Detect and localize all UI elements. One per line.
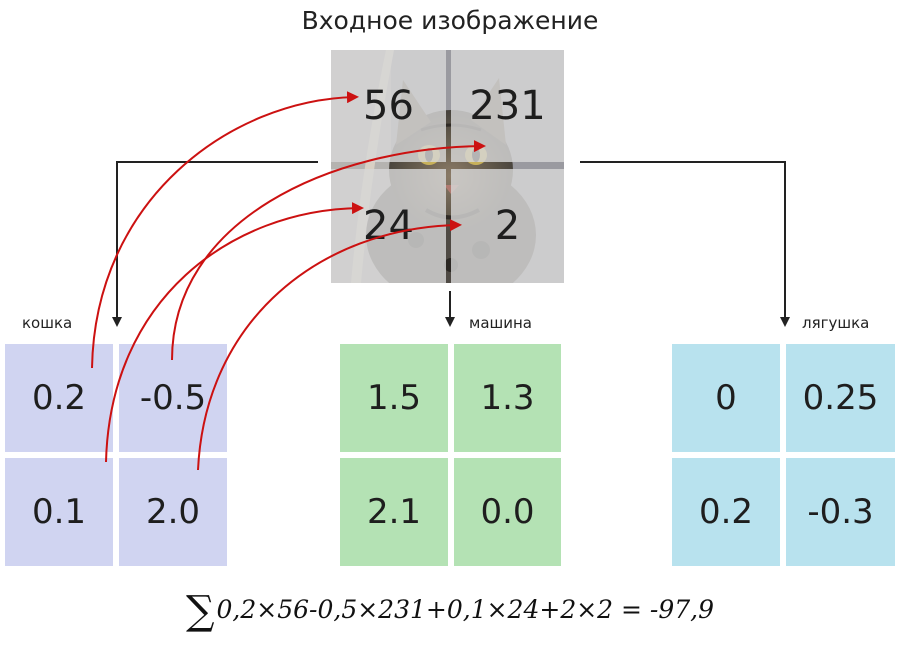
input-image-title: Входное изображение: [301, 6, 599, 35]
weight-cell-frog-3: -0.3: [786, 458, 895, 566]
weight-cell-car-1: 1.3: [454, 344, 561, 452]
weight-cell-cat-0: 0.2: [5, 344, 113, 452]
pixel-cell-2: 24: [331, 169, 446, 283]
weight-cell-car-2: 2.1: [340, 458, 448, 566]
flow-arrow-frog: [580, 161, 790, 327]
pixel-cell-0: 56: [331, 50, 446, 162]
flow-arrow-cat: [112, 161, 318, 327]
class-label-cat: кошка: [22, 314, 73, 332]
weight-cell-frog-1: 0.25: [786, 344, 895, 452]
formula: ∑0,2×56-0,5×231+0,1×24+2×2 = -97,9: [0, 588, 900, 634]
weight-cell-car-0: 1.5: [340, 344, 448, 452]
red-arrow-w1: [171, 140, 486, 361]
formula-expression: 0,2×56-0,5×231+0,1×24+2×2 = -97,9: [216, 595, 715, 624]
sigma-symbol: ∑: [185, 588, 215, 634]
weight-cell-frog-0: 0: [672, 344, 780, 452]
weight-cell-cat-3: 2.0: [119, 458, 227, 566]
weight-cell-cat-2: 0.1: [5, 458, 113, 566]
pixel-cell-1: 231: [451, 50, 564, 162]
weight-cell-cat-1: -0.5: [119, 344, 227, 452]
red-arrow-w2: [105, 202, 364, 463]
red-arrow-w0: [91, 91, 359, 369]
pixel-cell-3: 2: [451, 169, 564, 283]
weight-cell-frog-2: 0.2: [672, 458, 780, 566]
weight-cell-car-3: 0.0: [454, 458, 561, 566]
class-label-frog: лягушка: [802, 314, 870, 332]
red-arrow-w3: [197, 219, 462, 471]
class-label-car: машина: [469, 314, 532, 332]
